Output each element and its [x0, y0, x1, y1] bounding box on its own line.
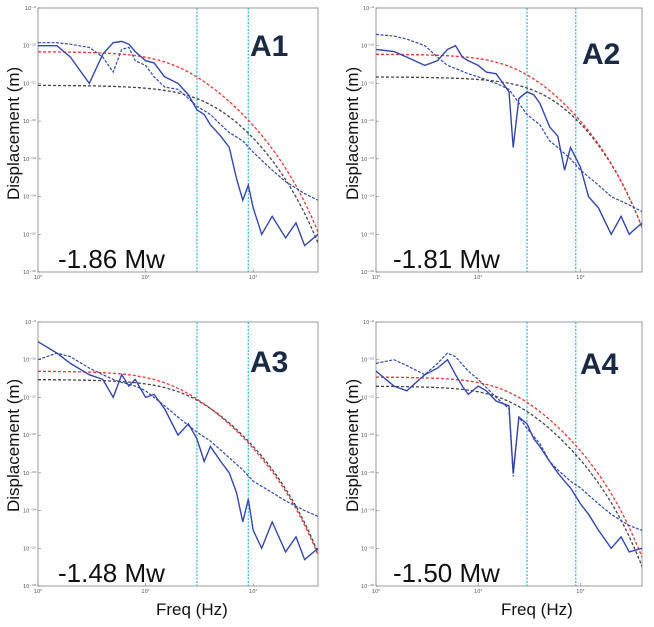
plot-area — [38, 8, 318, 272]
observed-dashed-line — [376, 352, 642, 531]
x-tick-label: 10¹ — [141, 275, 149, 281]
x-tick-label: 10⁰ — [34, 275, 42, 281]
y-tick-label: 10⁻¹³ — [23, 471, 36, 477]
x-tick-label: 10⁰ — [372, 589, 380, 595]
x-axis-label: Freq (Hz) — [501, 600, 573, 619]
observed-dashed-line — [38, 352, 318, 517]
y-tick-label: 10⁻¹⁰ — [361, 358, 374, 364]
y-tick-label: 10⁻¹⁰ — [23, 358, 36, 364]
panel-a2: 10⁻⁹ 10⁻¹⁰ 10⁻¹¹ 10⁻¹² 10⁻¹³ 10⁻¹⁴ 10⁻¹⁵ 10⁻¹⁶ 1… — [327, 0, 654, 312]
y-tick-label: 10⁻¹¹ — [361, 395, 374, 401]
plot-frame — [375, 321, 643, 587]
panel-a1: 10⁻⁹ 10⁻¹⁰ 10⁻¹¹ 10⁻¹² 10⁻¹³ 10⁻¹⁴ 10⁻¹⁵ 10⁻¹⁶ 1… — [0, 0, 327, 312]
y-tick-label: 10⁻¹⁵ — [23, 232, 36, 238]
chart-a1: 10⁻⁹10⁻¹⁰10⁻¹¹10⁻¹²10⁻¹³10⁻¹⁴10⁻¹⁵10⁻¹⁶1… — [23, 6, 319, 281]
model-curve-red — [38, 51, 318, 233]
panel-label: A3 — [250, 346, 289, 379]
x-tick-label: 10² — [249, 275, 257, 281]
model-curve-red — [376, 376, 642, 558]
panel-a4: 10⁻⁹ 10⁻¹⁰ 10⁻¹¹ 10⁻¹² 10⁻¹³ 10⁻¹⁴ 10⁻¹⁵ 10⁻¹⁶ 1… — [327, 312, 654, 627]
x-tick-label: 10⁰ — [34, 589, 42, 595]
y-tick-label: 10⁻⁹ — [363, 320, 374, 326]
y-axis-label: Displacement (m) — [4, 66, 23, 200]
plot-area — [38, 322, 318, 586]
y-tick-label: 10⁻¹⁵ — [23, 546, 36, 552]
y-tick-label: 10⁻¹¹ — [23, 395, 36, 401]
x-tick-label: 10¹ — [474, 275, 482, 281]
x-tick-label: 10⁰ — [372, 275, 380, 281]
chart-a4: 10⁻⁹10⁻¹⁰10⁻¹¹10⁻¹²10⁻¹³10⁻¹⁴10⁻¹⁵10⁻¹⁶1… — [361, 320, 643, 595]
y-tick-label: 10⁻¹⁴ — [361, 509, 374, 515]
y-tick-label: 10⁻¹⁴ — [361, 195, 374, 201]
y-tick-label: 10⁻⁹ — [363, 6, 374, 12]
model-curve-black — [38, 84, 318, 244]
y-tick-label: 10⁻¹³ — [361, 157, 374, 163]
panel-label: A2 — [582, 38, 621, 71]
y-tick-label: 10⁻¹⁵ — [361, 546, 374, 552]
x-tick-label: 10² — [576, 275, 584, 281]
y-tick-label: 10⁻¹² — [361, 119, 374, 125]
panel-label: A1 — [250, 30, 289, 63]
y-tick-label: 10⁻¹⁶ — [361, 584, 374, 590]
plot-area — [376, 8, 642, 272]
observed-dashed-line — [38, 42, 318, 201]
y-axis-label: Displacement (m) — [4, 378, 23, 512]
y-tick-label: 10⁻¹¹ — [23, 81, 36, 87]
y-tick-label: 10⁻¹⁶ — [23, 270, 36, 276]
y-tick-label: 10⁻⁹ — [25, 320, 36, 326]
y-tick-label: 10⁻¹² — [23, 119, 36, 125]
y-tick-label: 10⁻¹⁴ — [23, 195, 36, 201]
plot-frame — [375, 7, 643, 273]
y-tick-label: 10⁻¹⁰ — [23, 44, 36, 50]
x-tick-label: 10¹ — [474, 589, 482, 595]
observed-solid-line — [376, 44, 642, 236]
y-axis-label: Displacement (m) — [343, 378, 362, 512]
chart-a3: 10⁻⁹10⁻¹⁰10⁻¹¹10⁻¹²10⁻¹³10⁻¹⁴10⁻¹⁵10⁻¹⁶1… — [23, 320, 319, 595]
observed-dashed-line — [376, 33, 642, 213]
y-tick-label: 10⁻¹⁴ — [23, 509, 36, 515]
y-tick-label: 10⁻¹² — [23, 433, 36, 439]
observed-solid-line — [38, 40, 318, 247]
chart-a2: 10⁻⁹10⁻¹⁰10⁻¹¹10⁻¹²10⁻¹³10⁻¹⁴10⁻¹⁵10⁻¹⁶1… — [361, 6, 643, 281]
y-tick-label: 10⁻⁹ — [25, 6, 36, 12]
y-tick-label: 10⁻¹⁵ — [361, 232, 374, 238]
magnitude-label: -1.50 Mw — [393, 558, 500, 588]
x-tick-label: 10¹ — [141, 589, 149, 595]
x-axis-label: Freq (Hz) — [156, 600, 228, 619]
magnitude-label: -1.48 Mw — [58, 558, 165, 588]
y-axis-label: Displacement (m) — [343, 66, 362, 200]
x-tick-label: 10² — [249, 589, 257, 595]
y-tick-label: 10⁻¹¹ — [361, 81, 374, 87]
y-tick-label: 10⁻¹² — [361, 433, 374, 439]
y-tick-label: 10⁻¹⁰ — [361, 44, 374, 50]
model-curve-black — [38, 379, 318, 553]
observed-solid-line — [38, 341, 318, 561]
panel-label: A4 — [580, 348, 619, 381]
y-tick-label: 10⁻¹³ — [361, 471, 374, 477]
plot-area — [376, 322, 642, 586]
y-tick-label: 10⁻¹⁶ — [361, 270, 374, 276]
y-tick-label: 10⁻¹⁶ — [23, 584, 36, 590]
panel-a3: 10⁻⁹ 10⁻¹⁰ 10⁻¹¹ 10⁻¹² 10⁻¹³ 10⁻¹⁴ 10⁻¹⁵ 10⁻¹⁶ 1… — [0, 312, 327, 627]
model-curve-black — [376, 385, 642, 567]
magnitude-label: -1.86 Mw — [58, 244, 165, 274]
y-tick-label: 10⁻¹³ — [23, 157, 36, 163]
magnitude-label: -1.81 Mw — [393, 244, 500, 274]
x-tick-label: 10² — [576, 589, 584, 595]
